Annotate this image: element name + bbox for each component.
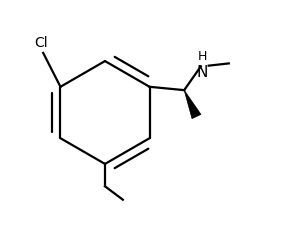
Polygon shape [184, 90, 201, 119]
Text: N: N [197, 65, 208, 80]
Text: Cl: Cl [34, 36, 48, 50]
Text: H: H [198, 50, 207, 63]
